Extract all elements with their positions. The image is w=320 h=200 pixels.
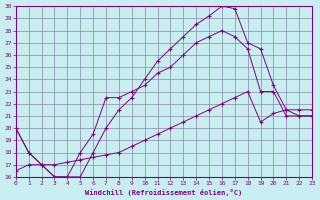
X-axis label: Windchill (Refroidissement éolien,°C): Windchill (Refroidissement éolien,°C) xyxy=(85,189,243,196)
